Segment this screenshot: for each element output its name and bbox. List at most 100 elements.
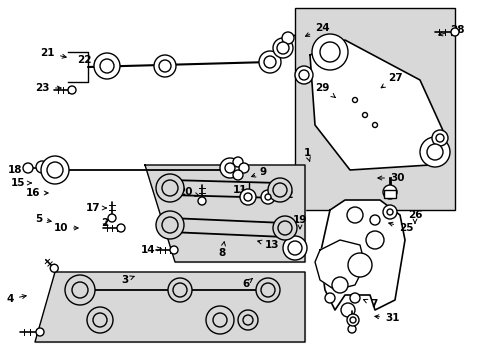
Text: 31: 31 [374,313,399,323]
Circle shape [431,130,447,146]
Circle shape [362,113,367,117]
Text: 5: 5 [35,214,51,224]
Text: 18: 18 [7,165,31,175]
Circle shape [244,193,251,201]
Text: 28: 28 [438,25,464,36]
Circle shape [259,51,281,73]
Circle shape [282,32,293,44]
Circle shape [94,53,120,79]
Circle shape [170,246,178,254]
Circle shape [349,293,359,303]
Text: 14: 14 [140,245,161,255]
Circle shape [108,214,116,222]
Circle shape [278,221,291,235]
Circle shape [162,180,178,196]
Circle shape [100,59,114,73]
Circle shape [23,163,33,173]
Circle shape [346,207,362,223]
Text: 6: 6 [242,279,252,289]
Circle shape [311,34,347,70]
Circle shape [272,183,286,197]
Circle shape [50,264,58,272]
Text: 21: 21 [41,48,66,58]
Circle shape [426,144,442,160]
Circle shape [173,283,186,297]
Circle shape [264,56,275,68]
Circle shape [220,158,240,178]
Circle shape [156,174,183,202]
Text: 29: 29 [315,83,335,98]
Circle shape [346,314,358,326]
Circle shape [264,194,270,200]
Circle shape [340,303,354,317]
Text: 27: 27 [381,73,402,88]
Text: 8: 8 [218,242,225,258]
Polygon shape [35,272,305,342]
Circle shape [450,28,458,36]
Circle shape [256,278,280,302]
Polygon shape [314,240,364,290]
Text: 12: 12 [272,190,294,200]
Circle shape [319,42,339,62]
Text: 3: 3 [121,275,134,285]
Text: 4: 4 [7,294,26,304]
Circle shape [365,231,383,249]
Circle shape [272,216,296,240]
Circle shape [72,282,88,298]
Circle shape [283,236,306,260]
Circle shape [238,310,258,330]
Circle shape [272,38,292,58]
Text: 26: 26 [407,210,421,223]
Polygon shape [309,40,444,170]
Text: 7: 7 [363,299,377,309]
Text: 20: 20 [178,187,199,197]
Circle shape [419,137,449,167]
Circle shape [372,122,377,127]
Text: 10: 10 [53,223,78,233]
Circle shape [240,189,256,205]
Circle shape [232,157,243,167]
Circle shape [87,307,113,333]
Circle shape [347,325,355,333]
Circle shape [205,306,234,334]
Circle shape [352,98,357,103]
Text: 11: 11 [232,185,247,195]
Circle shape [435,134,443,142]
Text: 30: 30 [377,173,404,183]
Circle shape [239,163,248,173]
Circle shape [41,156,69,184]
Circle shape [294,66,312,84]
Text: 23: 23 [36,83,61,93]
Circle shape [154,55,176,77]
Text: 22: 22 [77,55,98,65]
Circle shape [36,161,48,173]
Bar [294,8,454,210]
Circle shape [159,60,171,72]
Circle shape [386,209,392,215]
Circle shape [117,224,125,232]
Polygon shape [319,200,404,310]
Circle shape [162,217,178,233]
Text: 15: 15 [10,178,31,188]
Bar [383,190,395,198]
Circle shape [261,283,274,297]
Circle shape [369,215,379,225]
Circle shape [276,42,288,54]
Circle shape [261,190,274,204]
Text: 17: 17 [85,203,106,213]
Circle shape [213,313,226,327]
Polygon shape [145,165,305,262]
Circle shape [93,313,107,327]
Circle shape [325,293,334,303]
Circle shape [382,205,396,219]
Circle shape [36,328,44,336]
Circle shape [232,170,243,180]
Text: 19: 19 [292,215,306,229]
Circle shape [287,241,302,255]
Circle shape [267,178,291,202]
Circle shape [224,163,235,173]
Circle shape [68,86,76,94]
Circle shape [349,317,355,323]
Text: 25: 25 [388,222,413,233]
Text: 13: 13 [257,240,279,250]
